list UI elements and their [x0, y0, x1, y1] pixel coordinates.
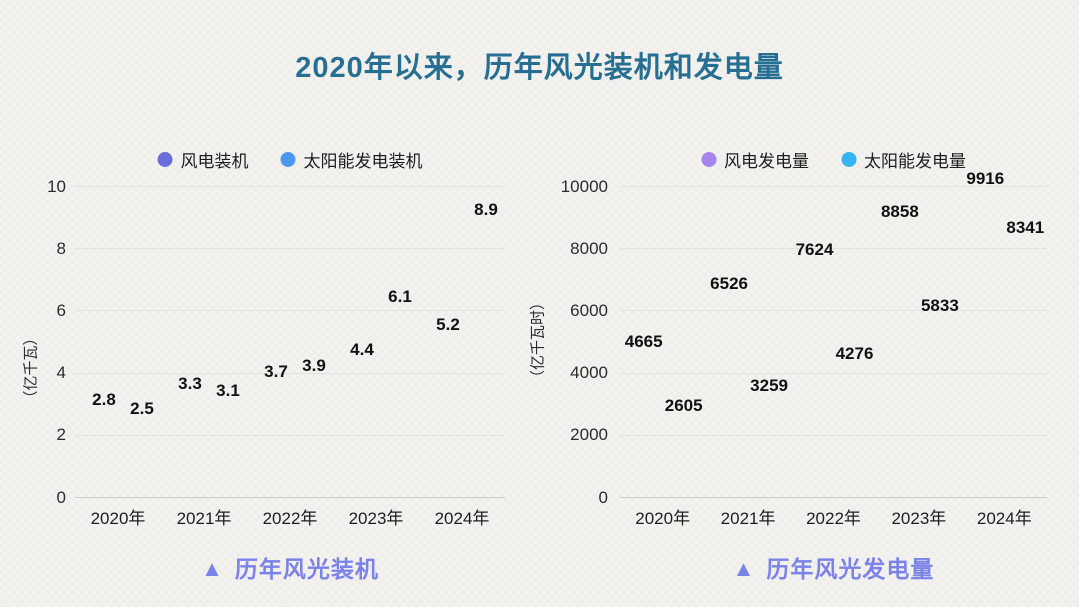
- legend-dot-icon: [841, 152, 856, 167]
- legend-item-generation-wind: 风电发电量: [701, 147, 809, 172]
- page-title: 2020年以来，历年风光装机和发电量: [295, 52, 784, 84]
- gridline-y6-installed: [75, 310, 505, 312]
- caption-text: 历年风光发电量: [766, 556, 935, 582]
- gridline-y6000-generation: [620, 310, 1047, 312]
- gridline-y2000-generation: [620, 434, 1047, 436]
- data-label-installed-solar: 3.1: [216, 380, 240, 400]
- chart-caption-generation: ▲ 历年风光发电量: [733, 556, 935, 582]
- data-label-installed-wind: 3.3: [178, 374, 202, 394]
- data-label-installed-wind: 4.4: [350, 340, 374, 360]
- x-axis-tick-installed: 2020年: [90, 509, 146, 528]
- gridline-y0-installed: [75, 497, 505, 498]
- x-axis-tick-generation: 2021年: [720, 509, 776, 528]
- y-axis-tick-installed: 8: [56, 238, 66, 258]
- data-label-installed-wind: 3.7: [264, 361, 288, 381]
- data-label-installed-solar: 3.9: [302, 355, 326, 375]
- data-label-generation-wind: 6526: [710, 274, 749, 293]
- gridline-y10000-generation: [620, 186, 1047, 187]
- x-axis-tick-installed: 2024年: [434, 509, 490, 528]
- data-label-generation-solar: 3259: [750, 375, 789, 395]
- x-axis-tick-installed: 2022年: [262, 509, 318, 528]
- legend-label: 风电装机: [180, 152, 249, 171]
- data-label-installed-solar: 6.1: [388, 287, 412, 307]
- legend-item-installed-wind: 风电装机: [157, 147, 249, 172]
- y-axis-title-installed: （亿千瓦）: [22, 330, 40, 406]
- gridline-y4-installed: [75, 372, 505, 374]
- y-axis-tick-installed: 6: [56, 300, 66, 320]
- data-label-generation-wind: 9916: [966, 168, 1005, 188]
- y-axis-tick-installed: 0: [56, 487, 66, 507]
- gridline-y8-installed: [75, 248, 505, 250]
- x-axis-tick-generation: 2023年: [891, 509, 947, 528]
- x-axis-tick-generation: 2020年: [635, 509, 691, 528]
- y-axis-tick-installed: 2: [56, 425, 66, 445]
- legend-installed: 风电装机 太阳能发电装机: [157, 147, 423, 172]
- data-label-installed-wind: 2.8: [92, 389, 116, 409]
- y-axis-tick-generation: 0: [598, 487, 608, 507]
- y-axis-tick-generation: 4000: [570, 363, 608, 383]
- gridline-y2-installed: [75, 434, 505, 436]
- x-axis-tick-installed: 2021年: [176, 509, 232, 528]
- gridline-y4000-generation: [620, 372, 1047, 374]
- gridline-y10-installed: [75, 186, 505, 187]
- y-axis-tick-generation: 2000: [570, 425, 608, 445]
- y-axis-tick-generation: 6000: [570, 300, 608, 320]
- legend-item-generation-solar: 太阳能发电量: [841, 147, 966, 172]
- legend-dot-icon: [280, 152, 296, 167]
- legend-item-installed-solar: 太阳能发电装机: [280, 147, 423, 172]
- x-axis-tick-generation: 2024年: [976, 509, 1032, 528]
- data-label-generation-wind: 7624: [795, 239, 834, 259]
- legend-label: 太阳能发电量: [864, 152, 966, 171]
- y-axis-title-generation: （亿千瓦时）: [529, 294, 547, 386]
- x-axis-tick-generation: 2022年: [806, 509, 861, 528]
- y-axis-tick-installed: 4: [56, 363, 66, 383]
- y-axis-tick-generation: 10000: [560, 176, 608, 196]
- data-label-generation-wind: 8858: [880, 201, 919, 221]
- y-axis-tick-generation: 8000: [570, 238, 608, 258]
- data-label-generation-solar: 8341: [1006, 217, 1045, 237]
- data-label-generation-solar: 5833: [920, 295, 959, 315]
- gridline-y8000-generation: [620, 248, 1047, 250]
- legend-dot-icon: [701, 152, 716, 167]
- legend-label: 风电发电量: [724, 152, 809, 171]
- data-label-installed-solar: 8.9: [474, 200, 498, 220]
- data-label-generation-solar: 2605: [664, 396, 703, 415]
- caption-text: 历年风光装机: [234, 556, 379, 582]
- gridline-y0-generation: [620, 497, 1047, 498]
- legend-generation: 风电发电量 太阳能发电量: [701, 147, 966, 172]
- triangle-icon: ▲: [732, 556, 755, 581]
- triangle-icon: ▲: [201, 556, 223, 581]
- legend-label: 太阳能发电装机: [303, 152, 423, 171]
- data-label-installed-wind: 5.2: [436, 315, 460, 335]
- legend-dot-icon: [157, 152, 173, 167]
- x-axis-tick-installed: 2023年: [348, 509, 404, 528]
- y-axis-tick-installed: 10: [47, 176, 66, 196]
- chart-caption-installed: ▲ 历年风光装机: [201, 556, 379, 582]
- data-label-installed-solar: 2.5: [130, 399, 154, 419]
- data-label-generation-wind: 4665: [624, 331, 663, 351]
- data-label-generation-solar: 4276: [835, 344, 874, 363]
